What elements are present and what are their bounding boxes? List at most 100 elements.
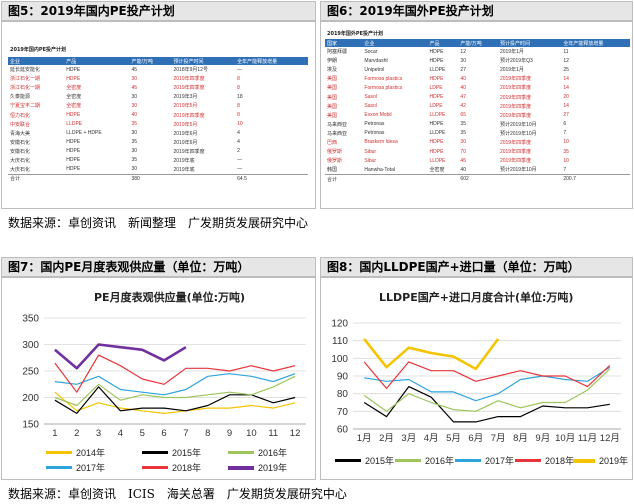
fig8-chart: 60 70 80 90 100 110 120 1月 2月 3月 4月 5月 6月 7月 8月 9月 10月 11… (331, 319, 621, 444)
table-cell: — (237, 66, 243, 73)
table-cell: 14 (563, 84, 569, 91)
table-cell (171, 173, 236, 184)
table-cell: 2019年1月 (499, 67, 524, 74)
fig8-series-2016年 (363, 368, 611, 412)
fig7-title: 图7：国内PE月度表观供应量（单位：万吨） (1, 257, 316, 277)
table-cell: 2018年9月12号 (173, 67, 208, 74)
fig8-xtick-label: 7月 (491, 433, 506, 444)
table-row: 韩国 Hanwha-Total 全密度 40 预计2019年10月 7 (325, 165, 630, 174)
fig8-xtick-label: 9月 (535, 433, 550, 444)
table-cell: 2019年6月 (173, 139, 198, 146)
table-cell: 70 (460, 148, 466, 155)
fig6-frame: 2019年国外PE投产计划 国家 企业 产品 产能/万吨 预计投产时间 全年产能释放增量阿… (320, 21, 633, 209)
table-cell: LDPE (429, 103, 443, 110)
fig8-series-2017年 (364, 366, 611, 402)
table-cell: 64.5 (235, 173, 308, 184)
fig8-ytick-label: 90 (337, 372, 349, 383)
table-cell: Braskem Idesa (364, 139, 398, 146)
table-cell: — (237, 157, 243, 164)
table-cell: 美国 (327, 112, 338, 119)
fig7-frame: PE月度表观供应量(单位:万吨) 150 200 250 300 350 1 2 3 4 5 6 7 8… (1, 277, 316, 480)
table-cell: 2019年四季度 (499, 158, 532, 165)
table-header-cell: 企业 (8, 57, 65, 65)
table-cell: HDPE (429, 121, 444, 128)
fig7-xtick-label: 5 (140, 428, 145, 439)
table-cell: 35 (460, 130, 466, 137)
fig8-ytick-label: 60 (337, 425, 349, 436)
table-cell: 6 (563, 121, 567, 128)
table-cell: 30 (131, 166, 138, 173)
fig8-xtick-label: 10月 (555, 433, 575, 444)
table-cell: Hanwha-Total (364, 166, 395, 173)
fig7-xtick-label: 6 (161, 428, 166, 439)
table-cell: 12 (563, 57, 569, 64)
fig8-ytick-label: 100 (331, 354, 348, 365)
table-cell: 45 (131, 66, 138, 73)
table-cell: 伊朗 (327, 58, 338, 65)
fig5-frame: 2019年国内PE投产计划 企业 产品 产能/万吨 预计投产时间 全年产能释放增量 延长延… (1, 21, 316, 209)
table-row: 美国 Exxon Mobil LLDPE 65 2019年四季度 27 (325, 111, 630, 120)
table-cell: 40 (460, 166, 466, 173)
table-row: 安徽石化 HDPE 35 2019年6月 4 (8, 138, 308, 147)
table-cell: Unipetrol (364, 66, 385, 73)
table-cell: Sasol (364, 94, 377, 101)
table-cell: 602 (458, 173, 498, 184)
table-row: 青海大美 LLDPE + HDPE 30 2019年6月 4 (8, 129, 308, 138)
legend-swatch (228, 451, 254, 454)
table-cell: HDPE (429, 94, 444, 101)
table-cell: Socar (364, 48, 378, 55)
legend-swatch (142, 451, 168, 454)
legend-swatch (142, 466, 168, 469)
table-cell: 巴西 (327, 139, 338, 146)
table-cell: 65 (460, 112, 466, 119)
table-cell: LLDPE (429, 66, 446, 73)
table-row: 埃及 Unipetrol LLDPE 27 2019年1月 25 (325, 65, 630, 74)
table-cell: 大庆石化 (10, 157, 31, 164)
table-cell: 马来西亚 (327, 121, 348, 128)
table-row: 马来西亚 Petronas HDPE 35 预计2019年10月 6 (325, 120, 630, 129)
table-cell: 青海大美 (10, 130, 31, 137)
table-row: 延长延安能化 HDPE 45 2018年9月12号 — (8, 65, 308, 74)
table-row: 中安联合 LLDPE 35 2019年5月 10 (8, 120, 308, 129)
table-row: 久泰能源 全密度 30 2019年3月 18 (8, 92, 308, 101)
table-cell: 美国 (327, 76, 338, 83)
fig8-series-2015年 (363, 385, 610, 423)
table-cell: 延长延安能化 (10, 67, 41, 74)
fig8-ytick-label: 120 (331, 319, 348, 330)
table-cell (362, 173, 428, 184)
table-header-cell: 产能/万吨 (129, 57, 172, 65)
table-cell: HDPE (66, 157, 81, 164)
table-cell: 10 (237, 121, 243, 128)
fig8-xtick-label: 3月 (401, 433, 416, 444)
table-cell: LDPE (429, 84, 443, 91)
table-cell: LLDPE (429, 130, 446, 137)
table-cell: 2019年四季度 (499, 76, 532, 83)
table-cell: 8 (237, 75, 240, 82)
table-cell: 预计2019年Q3 (499, 58, 533, 65)
table-cell: 2019年四季度 (499, 94, 532, 101)
table-header-cell: 全年产能释放增量 (235, 57, 308, 65)
legend-swatch (395, 459, 421, 462)
table-cell: 2019年四季度 (499, 103, 532, 110)
fig8-xtick-label: 2月 (379, 433, 394, 444)
fig8-legend-2017: 2017年 (455, 454, 514, 467)
table-cell: Petronas (364, 121, 385, 128)
table-cell: 35 (460, 121, 466, 128)
fig7-xtick-label: 1 (52, 428, 57, 439)
table-cell: 14 (563, 75, 569, 82)
fig8-title: 图8：国内LLDPE国产+进口量（单位：万吨） (320, 257, 633, 277)
table-header-cell: 全年产能释放增量 (561, 39, 630, 47)
table-cell: HDPE (66, 166, 81, 173)
table-row: 伊朗 Marvdasht HDPE 30 预计2019年Q3 12 (325, 56, 630, 65)
table-cell: 2019年四季度 (173, 112, 205, 119)
table-cell: 35 (563, 148, 569, 155)
legend-swatch (46, 466, 72, 469)
table-cell: Petronas (364, 130, 385, 137)
table-cell: 安徽石化 (10, 139, 31, 146)
legend-swatch (455, 459, 481, 462)
table-cell: 18 (237, 93, 243, 100)
table-cell: 2019年3月 (173, 94, 198, 101)
table-cell: 30 (131, 93, 138, 100)
table-cell: 47 (460, 94, 466, 101)
